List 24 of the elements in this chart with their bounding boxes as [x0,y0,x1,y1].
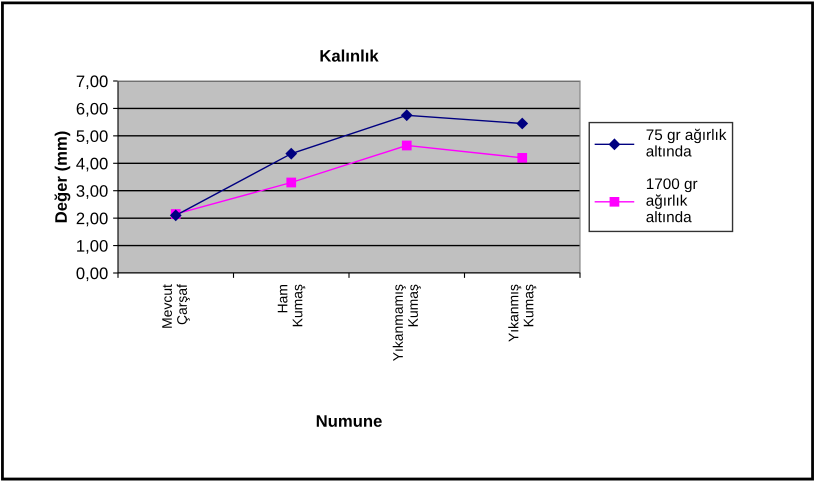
point [401,110,412,121]
x-tick-label: Mevcut Çarşaf [162,284,190,328]
x-tick-label: Ham Kumaş [278,284,306,326]
x-axis-title: Numune [316,415,382,427]
point [402,140,412,150]
y-tick-label: 0,00 [76,267,108,282]
y-tick-label: 6,00 [76,102,108,117]
y-tick-label: 4,00 [76,158,108,172]
chart-title: Kalınlık [320,49,379,62]
x-tick-label: Yıkanmış Kumaş [508,284,536,342]
point [516,118,528,130]
point [517,152,528,163]
point [286,178,296,188]
y-tick-label: 5,00 [76,130,108,144]
legend-label: 1700 gr ağırlık altında [646,178,698,222]
y-tick-label: 3,00 [76,185,108,199]
x-tick-label: Yıkanmamış Kumaş [392,284,421,361]
legend-label: 75 gr ağırlık altında [646,128,726,157]
y-tick-label: 2,00 [76,212,108,226]
y-tick-label: 7,00 [76,75,108,90]
point [170,210,182,222]
point [286,148,297,160]
y-axis-title: Değer (mm) [54,132,70,222]
y-tick-label: 1,00 [77,240,108,254]
